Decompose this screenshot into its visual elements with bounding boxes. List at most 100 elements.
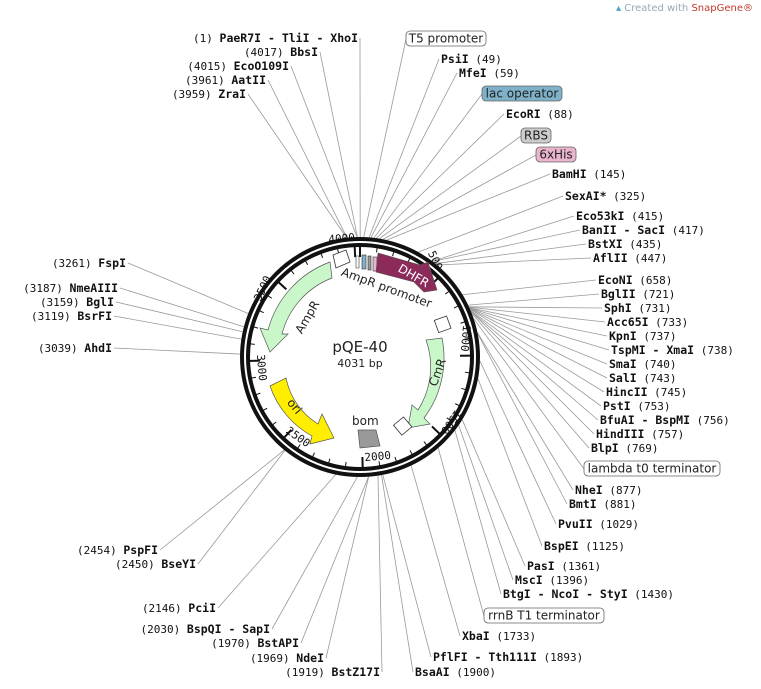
leader-line — [247, 93, 347, 238]
site-label[interactable]: (1970) BstAPI — [211, 636, 299, 650]
site-label[interactable]: PvuII (1029) — [558, 517, 639, 531]
leader-line — [477, 333, 568, 505]
site-name: BglII — [601, 287, 636, 301]
site-label[interactable]: (1969) NdeI — [250, 651, 324, 665]
site-label[interactable]: SmaI (740) — [609, 357, 676, 371]
site-label[interactable]: MfeI (59) — [459, 66, 520, 80]
snapgene-watermark: ▴ Created with SnapGene® — [616, 3, 753, 14]
site-label[interactable]: BanII - SacI (417) — [582, 223, 705, 237]
site-label[interactable]: BstXI (435) — [588, 237, 662, 251]
site-label[interactable]: Eco53kI (415) — [576, 209, 664, 223]
svg-text:(1) PaeR7I - TliI - XhoI: (1) PaeR7I - TliI - XhoI — [193, 31, 358, 45]
site-label[interactable]: (2454) PspFI — [77, 543, 158, 557]
leader-line — [325, 476, 370, 659]
site-name: NmeAIII — [70, 281, 118, 295]
site-label[interactable]: (4017) BbsI — [244, 45, 318, 59]
leader-line — [363, 38, 407, 238]
site-label[interactable]: Acc65I (733) — [607, 315, 688, 329]
site-position: (3961) — [185, 74, 231, 87]
cmr-label: CmR — [426, 357, 449, 388]
site-name: MscI — [515, 573, 543, 587]
site-label[interactable]: BglII (721) — [601, 287, 675, 301]
site-name: FspI — [98, 256, 126, 270]
site-label[interactable]: BtgI - NcoI - StyI (1430) — [503, 587, 674, 601]
svg-text:BamHI (145): BamHI (145) — [552, 167, 626, 181]
svg-text:EcoNI (658): EcoNI (658) — [598, 273, 672, 287]
site-label[interactable]: (3187) NmeAIII — [23, 281, 118, 295]
feature-label[interactable]: rrnB T1 terminator — [483, 607, 605, 624]
site-name: PsiI — [441, 52, 469, 66]
t5-promoter-mark — [355, 255, 360, 269]
leader-line — [470, 311, 595, 435]
site-position: (3159) — [40, 296, 86, 309]
dhfr-arrow — [375, 252, 438, 293]
svg-text:KpnI (737): KpnI (737) — [609, 329, 676, 343]
site-label[interactable]: (3961) AatII — [185, 73, 266, 87]
svg-text:PvuII (1029): PvuII (1029) — [558, 517, 639, 531]
feature-label[interactable]: T5 promoter — [405, 30, 487, 47]
leader-line — [386, 173, 551, 241]
leader-line — [115, 301, 243, 333]
site-label[interactable]: BlpI (769) — [591, 441, 658, 455]
site-label[interactable]: AflII (447) — [593, 251, 667, 265]
site-position: (88) — [541, 108, 574, 121]
site-label[interactable]: (3959) ZraI — [172, 87, 246, 101]
site-label[interactable]: BfuAI - BspMI (756) — [600, 413, 730, 427]
site-label[interactable]: HindIII (757) — [596, 427, 684, 441]
site-label[interactable]: NheI (877) — [575, 483, 642, 497]
site-label[interactable]: HincII (745) — [606, 385, 687, 399]
site-label[interactable]: BmtI (881) — [569, 497, 636, 511]
site-label[interactable]: BsaAI (1900) — [415, 665, 496, 679]
feature-label[interactable]: lambda t0 terminator — [583, 460, 721, 477]
site-label[interactable]: SexAI* (325) — [565, 189, 646, 203]
site-label[interactable]: (3159) BglI — [40, 295, 114, 309]
site-label[interactable]: TspMI - XmaI (738) — [611, 343, 734, 357]
site-position: (1430) — [628, 588, 674, 601]
svg-text:BanII - SacI (417): BanII - SacI (417) — [582, 223, 705, 237]
feature-label[interactable]: RBS — [520, 127, 552, 144]
site-label[interactable]: MscI (1396) — [515, 573, 589, 587]
site-label[interactable]: SalI (743) — [609, 371, 676, 385]
sites-right: PsiI (49)MfeI (59) EcoRI (88) BamHI (145) S… — [415, 52, 734, 679]
feature-label[interactable]: lac operator — [481, 85, 563, 102]
leader-line — [432, 215, 575, 262]
feature-label[interactable]: 6xHis — [535, 146, 577, 163]
svg-text:(3959) ZraI: (3959) ZraI — [172, 87, 246, 101]
site-name: BspEI — [544, 539, 579, 553]
site-label[interactable]: (4015) EcoO109I — [187, 59, 289, 73]
leader-line — [473, 318, 585, 470]
site-label[interactable]: BamHI (145) — [552, 167, 626, 181]
site-label[interactable]: (1) PaeR7I - TliI - XhoI — [193, 31, 358, 45]
tick-mark — [311, 452, 315, 459]
svg-text:HincII (745): HincII (745) — [606, 385, 687, 399]
site-label[interactable]: (2030) BspQI - SapI — [141, 622, 270, 636]
site-label[interactable]: KpnI (737) — [609, 329, 676, 343]
site-label[interactable]: XbaI (1733) — [462, 629, 536, 643]
site-label[interactable]: PsiI (49) — [441, 52, 502, 66]
tick-mark — [296, 444, 301, 450]
site-label[interactable]: SphI (731) — [604, 301, 671, 315]
site-label[interactable]: EcoRI (88) — [506, 107, 574, 121]
site-label[interactable]: PstI (753) — [603, 399, 670, 413]
leader-line — [458, 425, 514, 581]
site-label[interactable]: (3119) BsrFI — [31, 309, 112, 323]
site-label[interactable]: EcoNI (658) — [598, 273, 672, 287]
site-label[interactable]: BspEI (1125) — [544, 539, 625, 553]
leader-line — [382, 474, 432, 658]
site-name: BstXI — [588, 237, 623, 251]
site-name: PspFI — [123, 543, 158, 557]
site-label[interactable]: (3261) FspI — [52, 256, 126, 270]
site-label[interactable]: PflFI - Tth111I (1893) — [433, 650, 583, 664]
site-label[interactable]: PasI (1361) — [527, 559, 601, 573]
site-name: EcoO109I — [234, 59, 289, 73]
svg-text:BglII (721): BglII (721) — [601, 287, 675, 301]
site-label[interactable]: (2450) BseYI — [115, 557, 196, 571]
site-label[interactable]: (3039) AhdI — [38, 341, 112, 355]
site-name: BstAPI — [257, 636, 299, 650]
site-position: (145) — [587, 168, 627, 181]
site-label[interactable]: (1919) BstZ17I — [285, 665, 380, 679]
tick-mark — [460, 320, 467, 324]
leader-line — [159, 449, 285, 551]
site-name: BfuAI - BspMI — [600, 413, 690, 427]
site-label[interactable]: (2146) PciI — [142, 601, 216, 615]
